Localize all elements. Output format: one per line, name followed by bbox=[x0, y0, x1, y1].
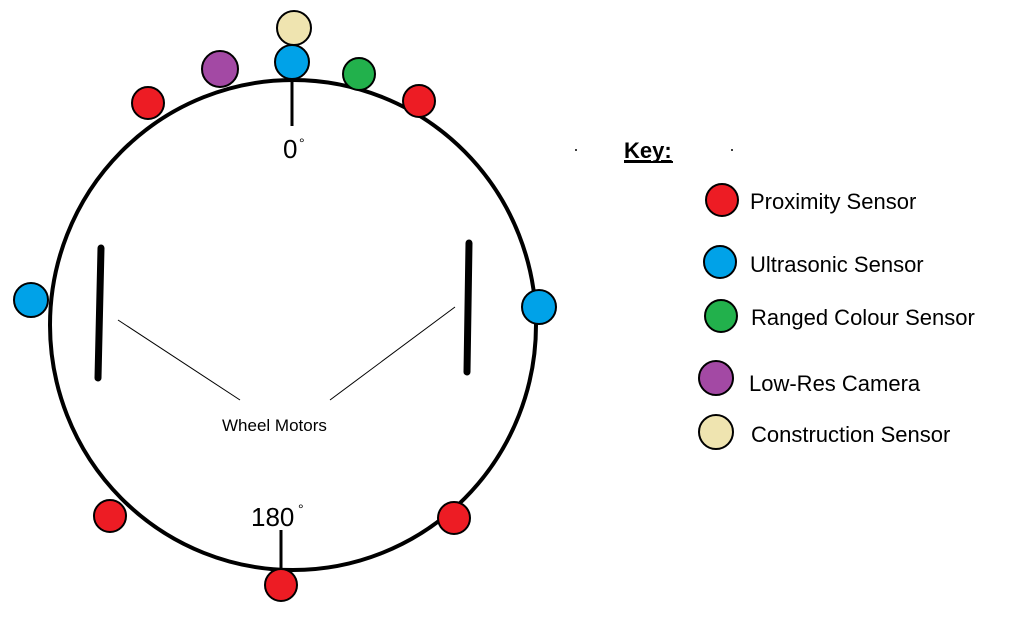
low-res-camera-front-left bbox=[201, 50, 239, 88]
degree-mark-0: ° bbox=[299, 135, 305, 151]
legend-item-proximity: Proximity Sensor bbox=[705, 183, 916, 217]
left-motor-leader-line bbox=[117, 319, 241, 401]
proximity-sensor-front-left bbox=[131, 86, 165, 120]
legend-label-ranged-colour: Ranged Colour Sensor bbox=[751, 305, 975, 330]
legend-label-construction: Construction Sensor bbox=[751, 422, 950, 447]
legend-swatch-camera bbox=[698, 360, 734, 396]
proximity-sensor-rear-left bbox=[93, 499, 127, 533]
wheel-motors-label: Wheel Motors bbox=[222, 416, 327, 435]
degree-mark-180: ° bbox=[298, 501, 304, 517]
legend-swatch-ranged-colour bbox=[704, 299, 738, 333]
legend: Key: Proximity Sensor Ultrasonic Sensor … bbox=[624, 138, 975, 450]
legend-item-ranged-colour: Ranged Colour Sensor bbox=[704, 299, 975, 333]
legend-title: Key: bbox=[624, 138, 672, 163]
legend-swatch-ultrasonic bbox=[703, 245, 737, 279]
legend-item-ultrasonic: Ultrasonic Sensor bbox=[703, 245, 924, 279]
legend-swatch-proximity bbox=[705, 183, 739, 217]
legend-label-camera: Low-Res Camera bbox=[749, 371, 921, 396]
legend-swatch-construction bbox=[698, 414, 734, 450]
legend-item-construction: Construction Sensor bbox=[698, 414, 950, 450]
right-wheel-motor bbox=[463, 239, 473, 376]
stray-dot-left bbox=[575, 149, 577, 151]
proximity-sensor-rear-right bbox=[437, 501, 471, 535]
proximity-sensor-front-right bbox=[402, 84, 436, 118]
legend-label-proximity: Proximity Sensor bbox=[750, 189, 916, 214]
left-wheel-motor bbox=[94, 244, 105, 382]
ultrasonic-sensor-front bbox=[274, 44, 310, 80]
proximity-sensor-rear bbox=[264, 568, 298, 602]
ranged-colour-sensor-front-right bbox=[342, 57, 376, 91]
legend-label-ultrasonic: Ultrasonic Sensor bbox=[750, 252, 924, 277]
angle-label-0: 0 bbox=[283, 134, 297, 164]
legend-item-camera: Low-Res Camera bbox=[698, 360, 921, 396]
angle-label-180: 180 bbox=[251, 502, 294, 532]
right-motor-leader-line bbox=[329, 306, 456, 401]
ultrasonic-sensor-right bbox=[521, 289, 557, 325]
construction-sensor-front bbox=[276, 10, 312, 46]
ultrasonic-sensor-left bbox=[13, 282, 49, 318]
stray-dot-right bbox=[731, 149, 733, 151]
